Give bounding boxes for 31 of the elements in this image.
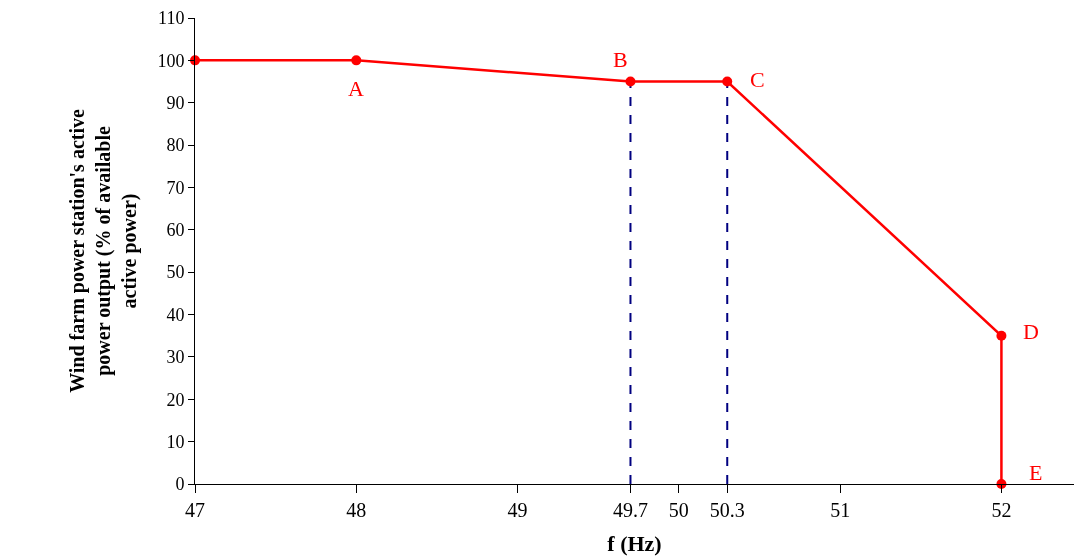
x-tick-label: 50.3 [709, 499, 745, 521]
annotation: E [1029, 460, 1043, 485]
annotation: D [1023, 319, 1039, 344]
y-tick-label: 40 [166, 304, 185, 325]
y-tick-label: 110 [158, 8, 185, 29]
y-tick-label: 100 [157, 50, 185, 71]
x-tick-label: 48 [346, 499, 367, 521]
x-tick-label: 49 [507, 499, 528, 521]
y-tick-label: 0 [175, 474, 185, 495]
x-tick-label: 47 [185, 499, 205, 521]
y-tick-label: 60 [166, 220, 185, 241]
point [722, 76, 733, 87]
annotation: C [750, 67, 765, 92]
point [351, 55, 362, 66]
x-tick-label: 52 [991, 499, 1012, 521]
x-tick-label: 49.7 [612, 499, 648, 521]
y-tick-label: 30 [166, 347, 185, 368]
y-axis-title: Wind farm power station's active power output (% of available active power) [65, 109, 141, 393]
x-axis-title: f (Hz) [607, 530, 662, 556]
y-tick-label: 70 [166, 177, 185, 198]
x-tick-label: 51 [830, 499, 851, 521]
point [625, 76, 636, 87]
annotation: B [613, 47, 628, 72]
point [996, 330, 1007, 341]
y-tick-label: 20 [166, 389, 185, 410]
y-tick-label: 50 [166, 262, 185, 283]
y-tick-label: 90 [166, 93, 185, 114]
y-tick-label: 80 [166, 135, 185, 156]
annotation: A [348, 76, 364, 101]
x-tick-label: 50 [668, 499, 689, 521]
y-tick-label: 10 [166, 431, 185, 452]
